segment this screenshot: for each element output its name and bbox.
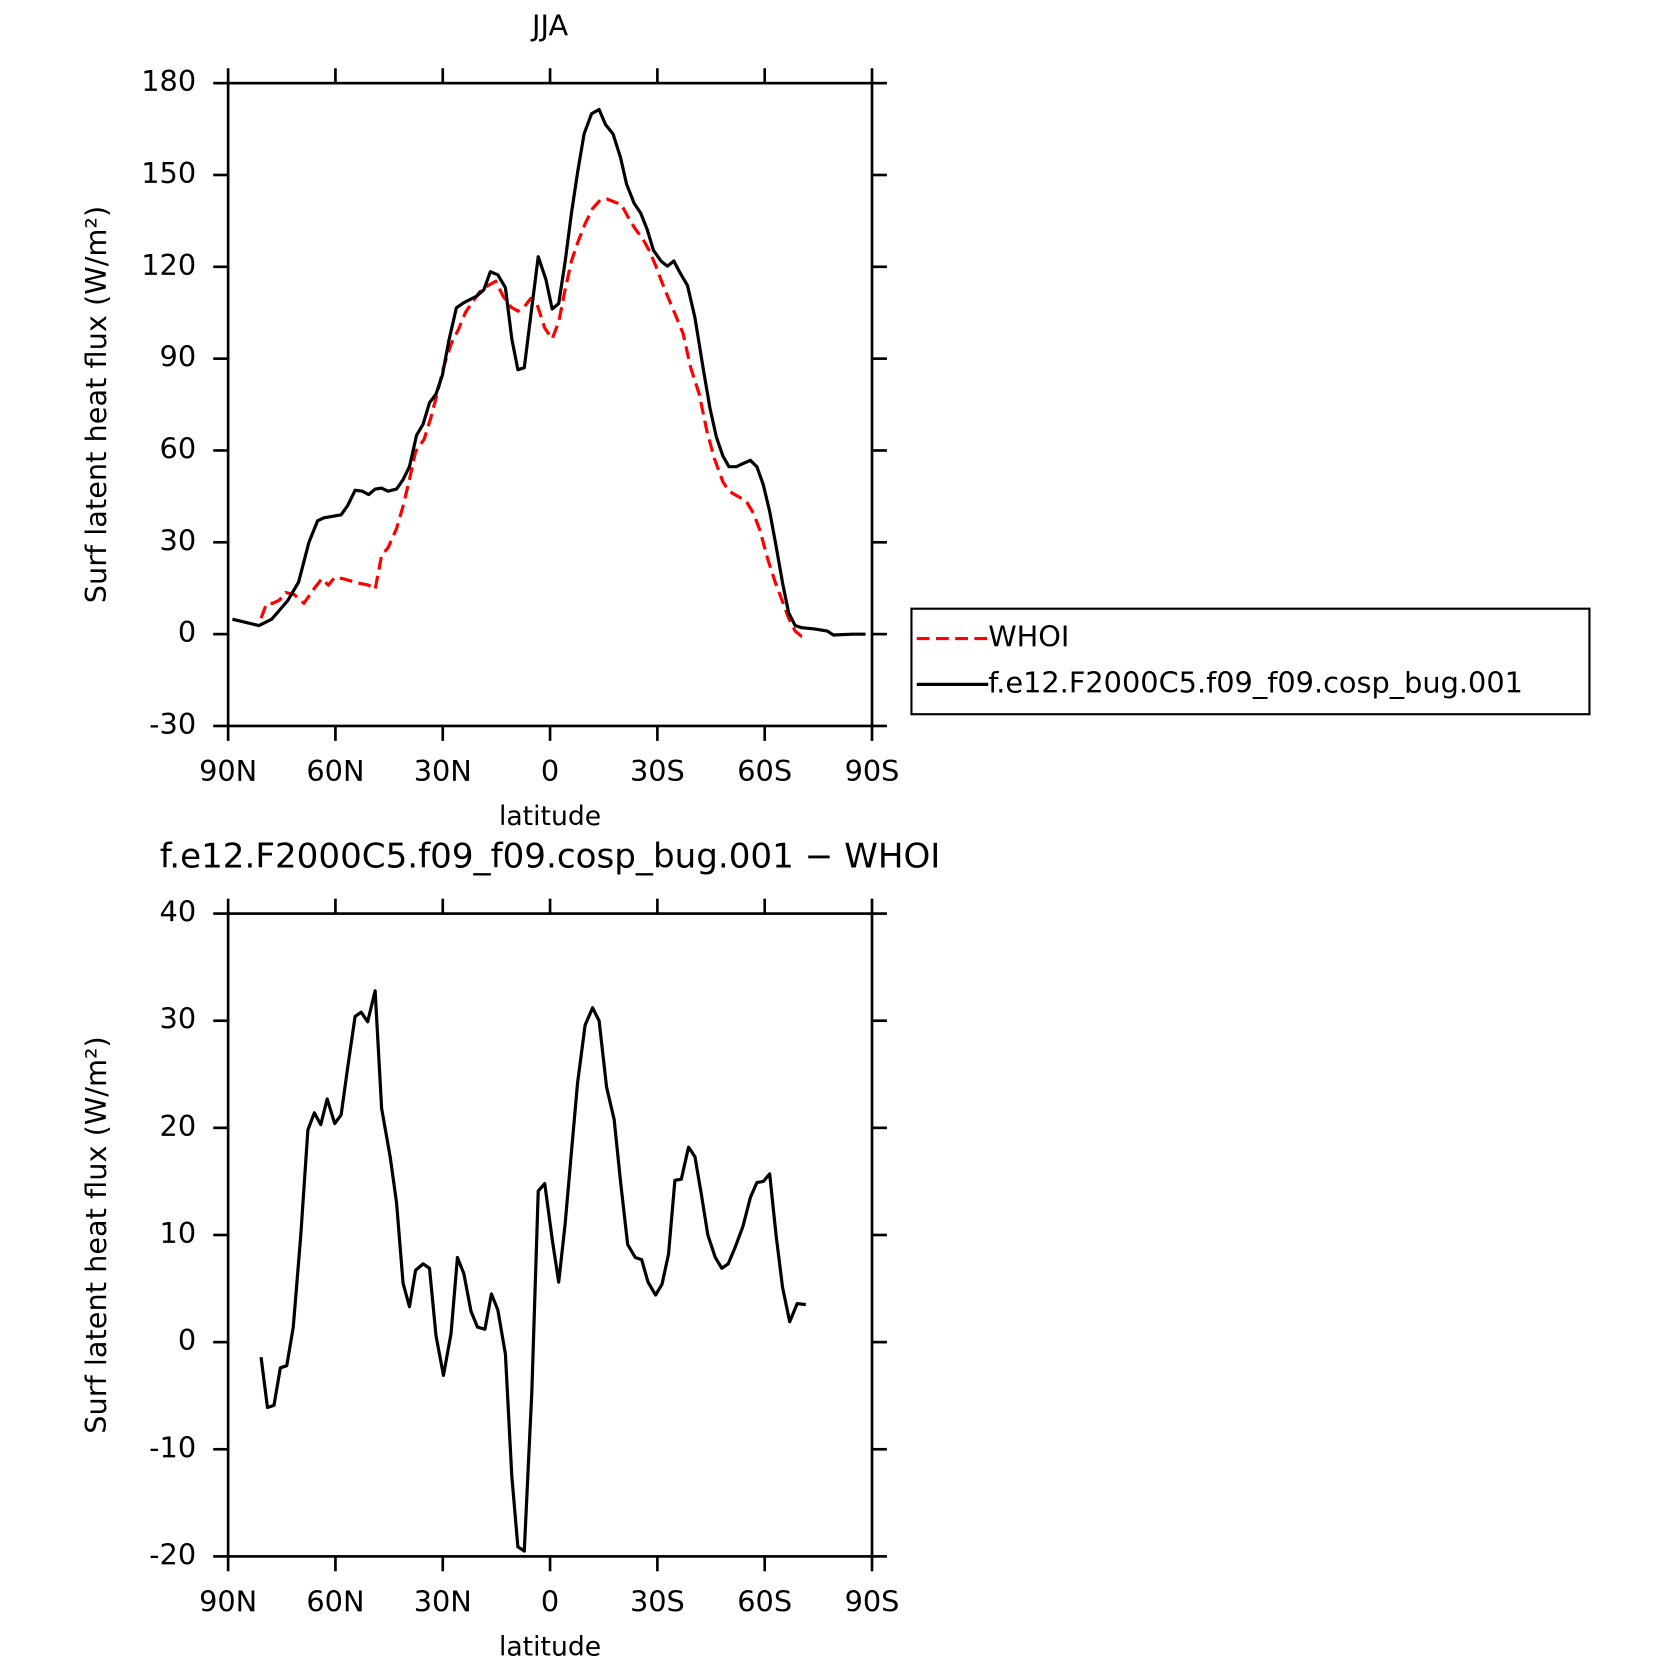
y-axis-label: Surf latent heat flux (W/m²) [79,206,113,603]
x-tick-label: 60N [306,1584,364,1618]
x-tick-label: 90N [199,754,257,788]
x-axis-label: latitude [499,1632,601,1663]
y-tick-label: -20 [149,1537,196,1571]
legend-box [910,607,1591,716]
y-tick-label: 180 [141,64,196,98]
x-tick-label: 0 [541,1584,559,1618]
x-axis-label: latitude [499,801,601,832]
y-tick-label: 40 [160,895,197,929]
y-tick-label: 150 [141,156,196,190]
y-tick-label: 20 [160,1109,197,1143]
y-tick-label: 10 [160,1216,197,1250]
x-tick-label: 30S [630,1584,685,1618]
plot-frame [226,81,874,728]
data-line [259,989,807,1553]
x-tick-label: 30S [630,754,685,788]
x-tick-label: 90S [845,1584,900,1618]
y-tick-label: 0 [178,1323,196,1357]
y-tick-label: 60 [160,431,197,465]
y-tick-label: 0 [178,615,196,649]
x-tick-label: 90N [199,1584,257,1618]
y-tick-label: 30 [160,523,197,557]
x-tick-label: 30N [414,1584,472,1618]
y-tick-label: -10 [149,1430,196,1464]
x-tick-label: 0 [541,754,559,788]
y-tick-label: -30 [149,707,196,741]
y-axis-label: Surf latent heat flux (W/m²) [79,1036,113,1433]
y-tick-label: 90 [160,340,197,374]
data-line [259,197,807,639]
y-tick-label: 30 [160,1002,197,1036]
x-tick-label: 30N [414,754,472,788]
legend-label: WHOI [988,620,1069,654]
x-tick-label: 60N [306,754,364,788]
x-tick-label: 90S [845,754,900,788]
x-tick-label: 60S [737,1584,792,1618]
chart-title: f.e12.F2000C5.f09_f09.cosp_bug.001 − WHO… [160,837,941,877]
legend-label: f.e12.F2000C5.f09_f09.cosp_bug.001 [988,665,1523,699]
data-line [232,107,866,637]
chart-title: JJA [530,9,568,43]
x-tick-label: 60S [737,754,792,788]
y-tick-label: 120 [141,248,196,282]
